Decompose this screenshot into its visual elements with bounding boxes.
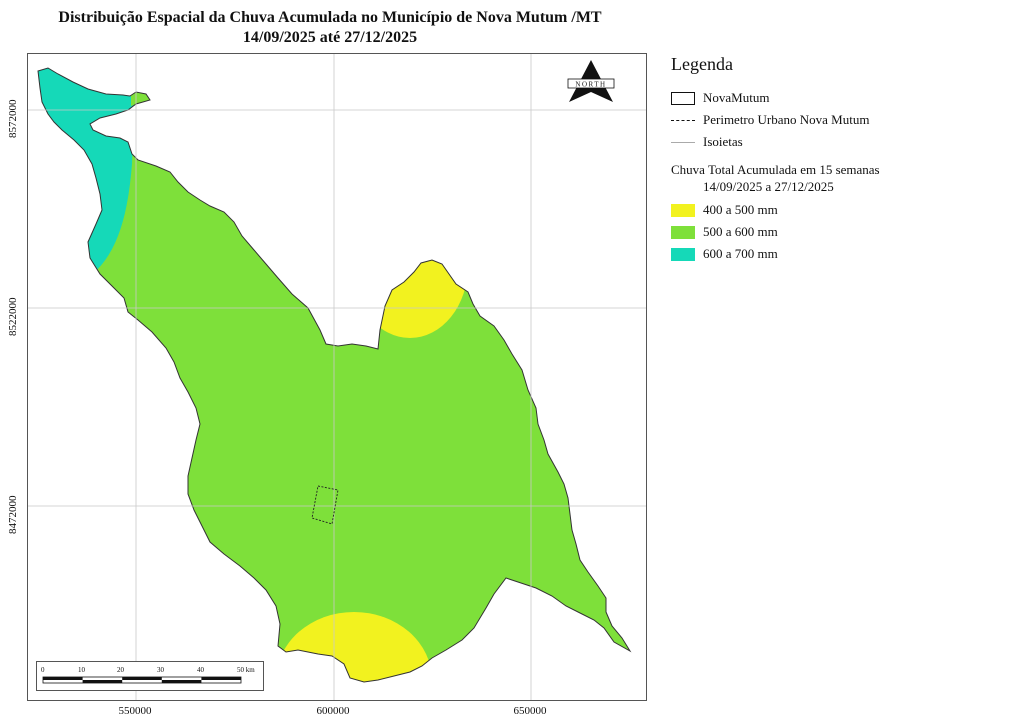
scale-bar: 0 10 20 30 40 50 km xyxy=(36,661,264,691)
x-tick-600000: 600000 xyxy=(316,705,350,717)
legend-category-subtitle: 14/09/2025 a 27/12/2025 xyxy=(703,179,834,194)
legend-category-title: Chuva Total Acumulada em 15 semanas xyxy=(671,162,880,177)
legend-label: Perimetro Urbano Nova Mutum xyxy=(703,112,870,127)
legend-item-perimetro: Perimetro Urbano Nova Mutum xyxy=(671,109,1011,131)
grid xyxy=(28,54,646,700)
scale-label-30: 30 xyxy=(157,666,165,674)
legend-title: Legenda xyxy=(671,54,733,74)
north-label: NORTH xyxy=(575,81,606,89)
polygon-swatch-icon xyxy=(671,91,695,105)
scale-label-20: 20 xyxy=(117,666,125,674)
legend-class-600-700: 600 a 700 mm xyxy=(671,243,1011,265)
map-canvas xyxy=(28,54,646,700)
legend-label: Isoietas xyxy=(703,134,743,149)
green-swatch-icon xyxy=(671,225,695,239)
legend-class-500-600: 500 a 600 mm xyxy=(671,221,1011,243)
map-subtitle: 14/09/2025 até 27/12/2025 xyxy=(242,29,418,46)
legend-class-label: 600 a 700 mm xyxy=(703,246,778,261)
legend-category: Chuva Total Acumulada em 15 semanas 14/0… xyxy=(671,161,1011,195)
scale-label-10: 10 xyxy=(78,666,86,674)
teal-swatch-icon xyxy=(671,247,695,261)
x-tick-650000: 650000 xyxy=(513,705,547,717)
dashed-line-icon xyxy=(671,119,695,121)
legend-label: NovaMutum xyxy=(703,90,770,105)
yellow-swatch-icon xyxy=(671,203,695,217)
y-tick-8472000: 8472000 xyxy=(7,495,19,535)
class-400-500-north-region xyxy=(352,194,468,338)
legend-class-label: 400 a 500 mm xyxy=(703,202,778,217)
legend-item-isoietas: Isoietas xyxy=(671,131,1011,153)
y-tick-8572000: 8572000 xyxy=(7,99,19,139)
north-arrow-icon: NORTH xyxy=(566,60,616,104)
green-patch xyxy=(131,92,150,106)
y-tick-8522000: 8522000 xyxy=(7,297,19,337)
legend-class-label: 500 a 600 mm xyxy=(703,224,778,239)
map-title: Distribuição Espacial da Chuva Acumulada… xyxy=(58,9,602,26)
scale-label-50km: 50 km xyxy=(237,666,255,674)
legend: Legenda NovaMutum Perimetro Urbano Nova … xyxy=(671,54,1011,265)
line-icon xyxy=(671,141,695,143)
scale-label-0: 0 xyxy=(41,666,45,674)
map-frame[interactable] xyxy=(27,53,647,701)
x-tick-550000: 550000 xyxy=(118,705,152,717)
scale-label-40: 40 xyxy=(197,666,205,674)
legend-item-novamutum: NovaMutum xyxy=(671,87,1011,109)
legend-class-400-500: 400 a 500 mm xyxy=(671,199,1011,221)
